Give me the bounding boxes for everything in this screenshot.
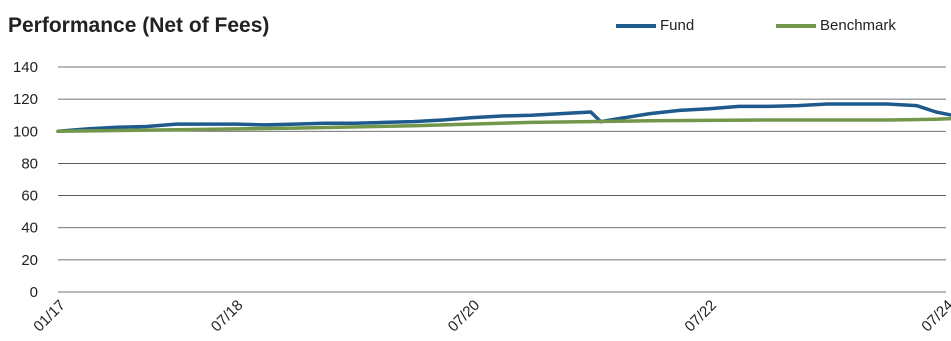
series-line-fund [56,102,951,134]
legend-item-fund: Fund [616,17,694,34]
y-tick-label: 140 [13,59,38,76]
x-tick-label: 07/24 [918,297,951,336]
y-tick-label: 100 [13,123,38,140]
y-tick-label: 20 [21,252,38,269]
y-tick-label: 0 [30,284,38,301]
series-line-benchmark [56,116,951,134]
x-tick-label: 07/22 [681,297,720,336]
legend-item-benchmark: Benchmark [776,17,896,34]
x-tick-label: 07/18 [208,297,247,336]
benchmark-swatch [776,24,816,29]
fund-swatch [616,24,656,29]
legend-label-fund: Fund [660,17,695,34]
y-tick-label: 60 [21,188,38,205]
chart-title: Performance (Net of Fees) [8,14,270,37]
x-tick-label: 01/17 [30,297,69,336]
y-tick-label: 40 [21,220,38,237]
legend-label-benchmark: Benchmark [820,17,896,34]
x-tick-label: 07/20 [445,297,484,336]
y-tick-label: 80 [21,155,38,172]
y-tick-label: 120 [13,91,38,108]
